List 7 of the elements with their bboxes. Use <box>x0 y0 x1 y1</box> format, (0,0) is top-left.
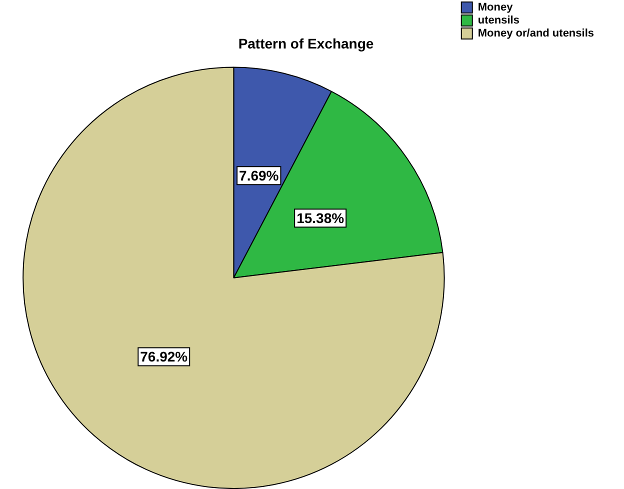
data-label: 15.38% <box>296 210 345 226</box>
legend-label: Money <box>478 2 514 14</box>
legend-label: Money or/and utensils <box>478 28 594 40</box>
legend-label: utensils <box>478 14 520 27</box>
text: Pattern of Exchange <box>238 35 374 52</box>
data-label: 7.69% <box>239 168 280 184</box>
data-label: 76.92% <box>140 348 188 365</box>
